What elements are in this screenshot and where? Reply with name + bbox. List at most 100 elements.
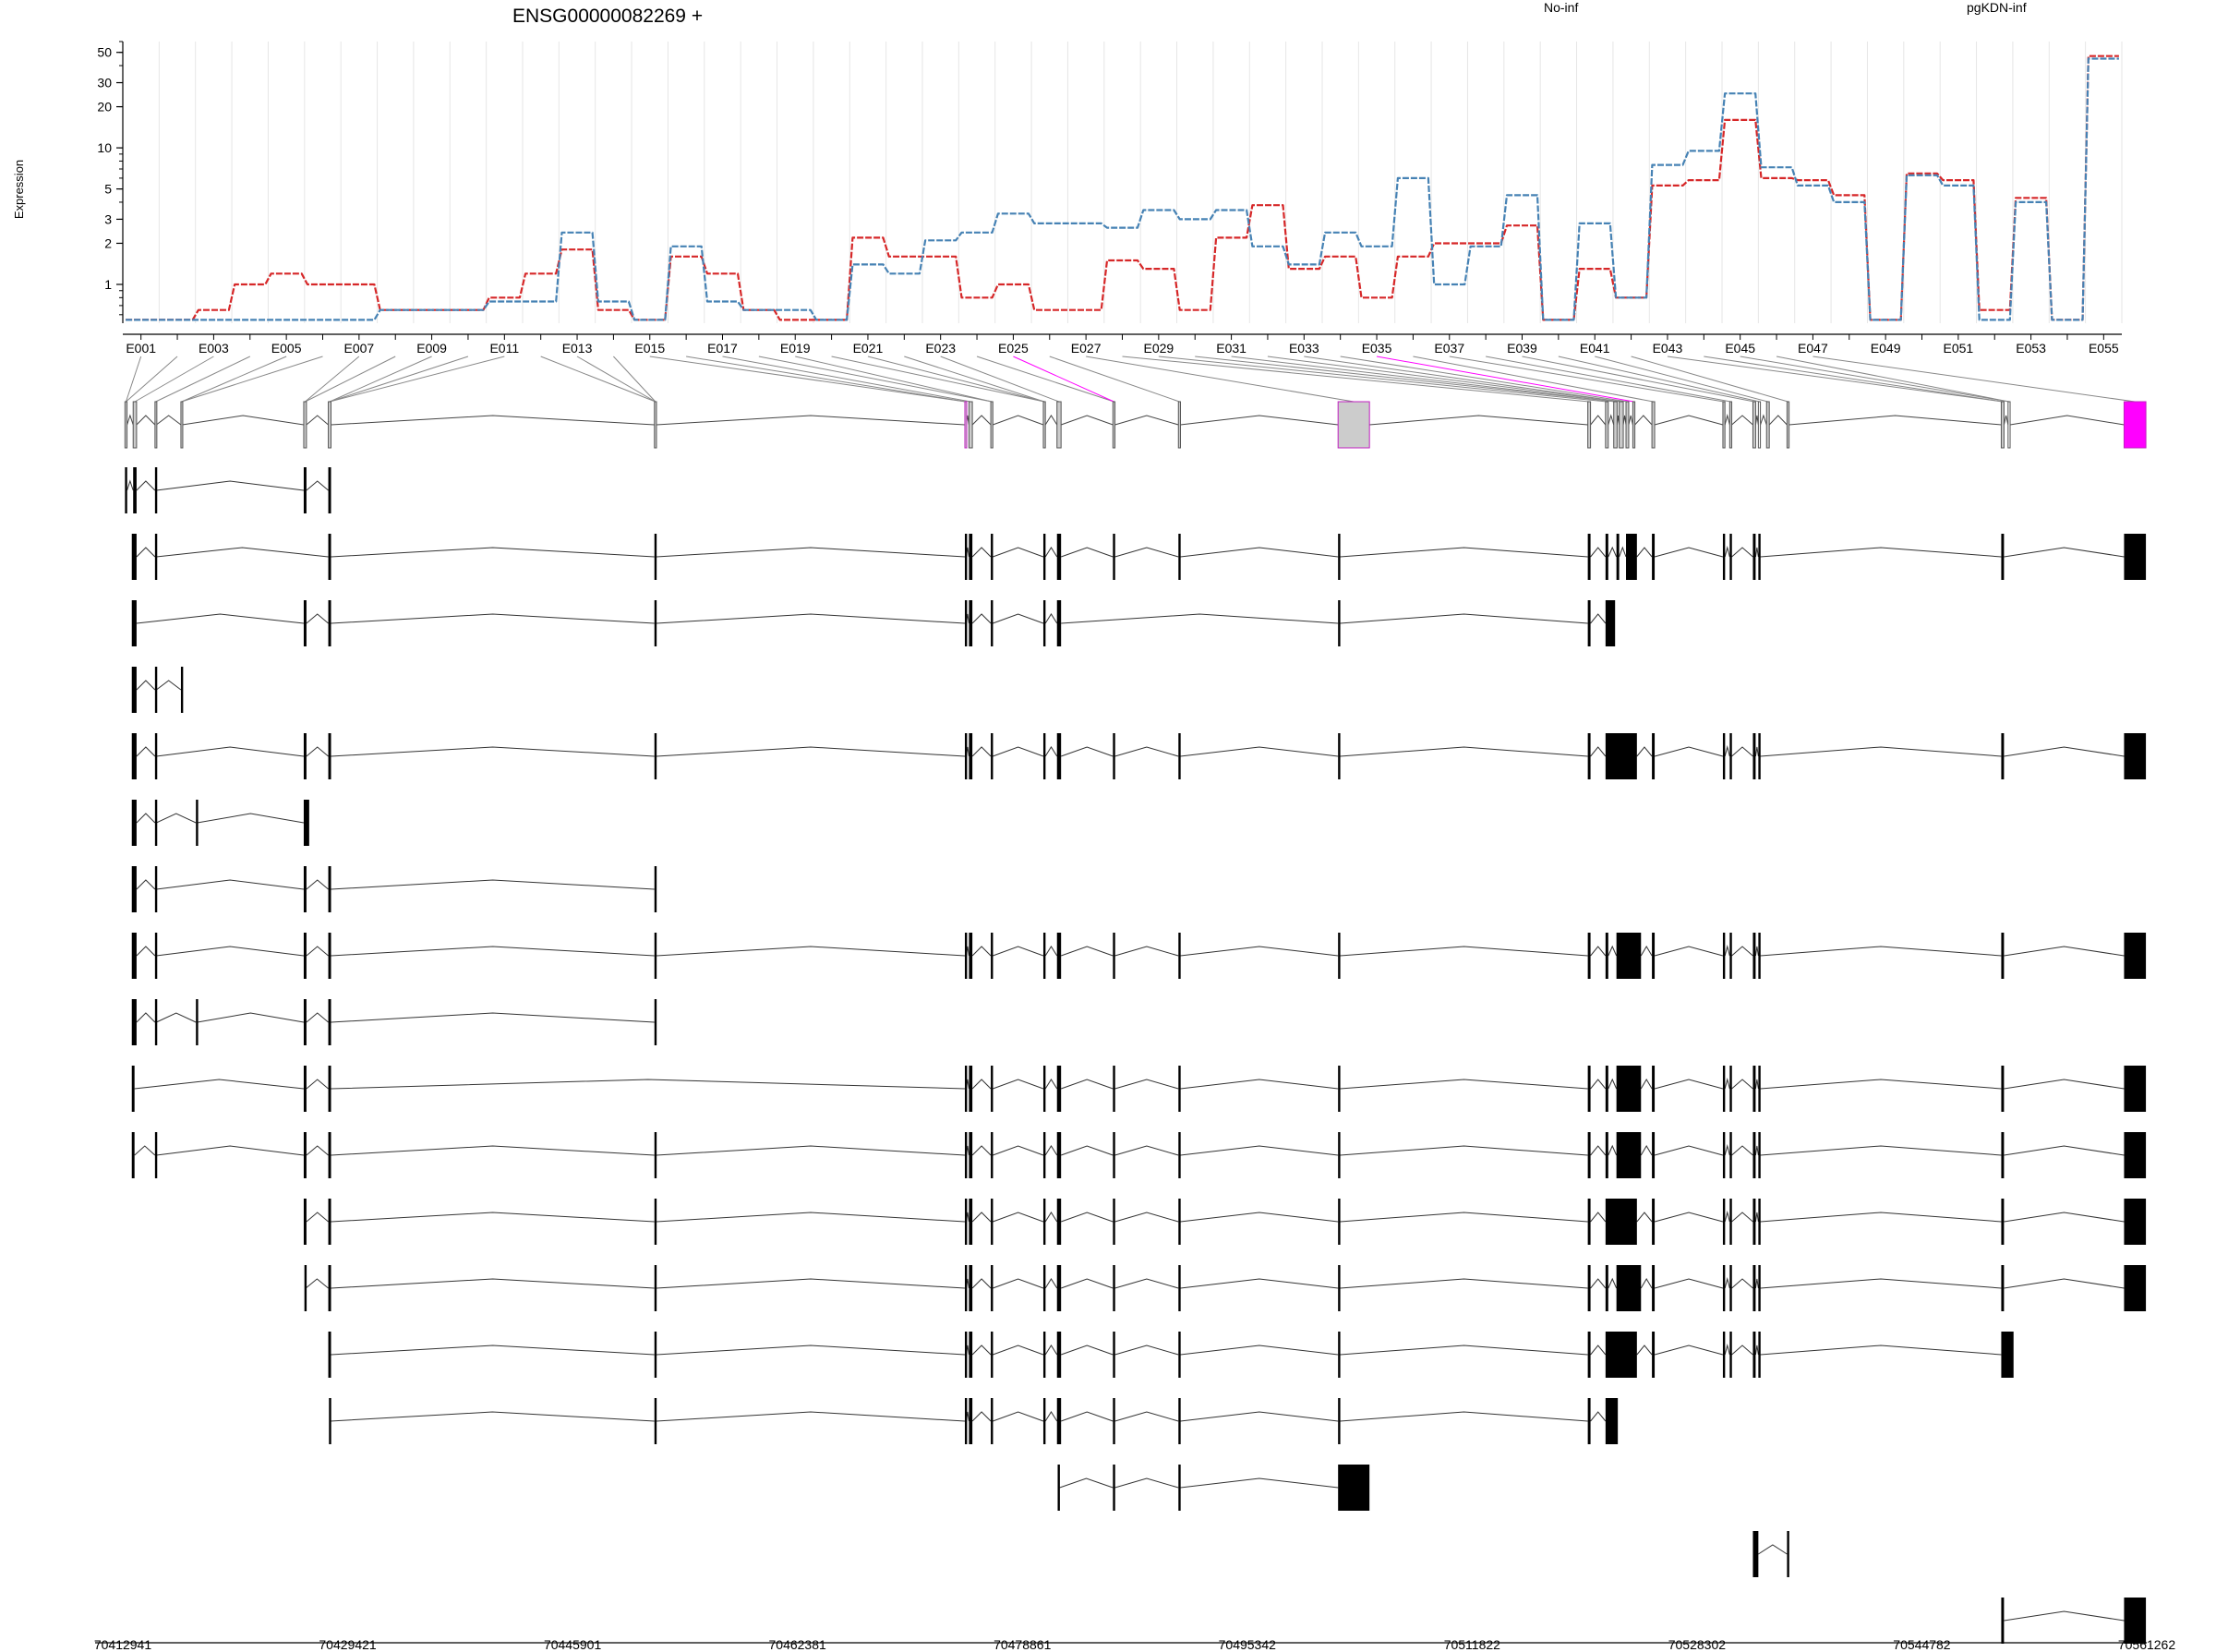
- transcript-exon: [131, 1066, 135, 1112]
- gene-model-intron: [993, 415, 1044, 426]
- x-tick-label: E045: [1725, 341, 1755, 356]
- transcript-intron: [1340, 1212, 1588, 1223]
- transcript-exon: [969, 1332, 973, 1378]
- transcript-exon: [1113, 1398, 1115, 1444]
- transcript-intron: [1340, 613, 1588, 624]
- transcript-exon: [2124, 933, 2147, 979]
- transcript-exon: [1758, 534, 1761, 580]
- transcript-exon: [1113, 1132, 1115, 1178]
- transcript-intron: [1061, 1278, 1114, 1289]
- transcript-intron: [1340, 1278, 1588, 1289]
- connector-line: [1449, 356, 1725, 403]
- transcript-intron: [1608, 945, 1618, 957]
- x-tick-label: E049: [1871, 341, 1901, 356]
- transcript-exon: [1758, 1265, 1761, 1311]
- gene-model-exon: [1722, 401, 1726, 449]
- transcript-intron: [331, 946, 655, 957]
- gene-model-exon: [1112, 401, 1116, 449]
- transcript-intron: [305, 1278, 329, 1289]
- transcript-intron: [1636, 1212, 1653, 1223]
- transcript-exon: [303, 1066, 307, 1112]
- transcript-intron: [1724, 1344, 1730, 1356]
- transcript-intron: [2004, 746, 2125, 757]
- gene-model-exon: [990, 401, 994, 449]
- transcript-intron: [136, 547, 156, 558]
- x-tick-label: E039: [1507, 341, 1537, 356]
- transcript-intron: [330, 1411, 655, 1422]
- gene-model-intron: [2003, 415, 2009, 426]
- transcript-track: [131, 999, 657, 1045]
- transcript-intron: [1340, 746, 1588, 757]
- transcript-intron: [156, 680, 182, 691]
- transcript-exon: [1042, 733, 1046, 779]
- connector-line: [329, 356, 469, 403]
- transcript-exon: [1729, 1265, 1732, 1311]
- transcript-intron: [156, 946, 305, 957]
- transcript-intron: [136, 746, 156, 757]
- connector-line: [1704, 356, 2003, 403]
- transcript-exon: [1178, 1132, 1181, 1178]
- gene-model-intron: [1369, 415, 1588, 426]
- gene-model-intron: [126, 414, 134, 426]
- connector-line: [540, 356, 656, 403]
- transcript-exon: [1587, 534, 1591, 580]
- connector-line: [1595, 356, 1768, 403]
- transcript-exon: [1752, 1332, 1756, 1378]
- gene-model-intron: [1628, 415, 1633, 426]
- transcript-exon: [1056, 534, 1062, 580]
- x-tick-label: E043: [1653, 341, 1683, 356]
- transcript-intron: [136, 813, 156, 824]
- transcript-intron: [306, 480, 329, 491]
- x-tick-label: E035: [1362, 341, 1392, 356]
- transcript-intron: [1590, 746, 1607, 757]
- transcript-exon: [303, 933, 307, 979]
- x-tick-label: E011: [489, 341, 519, 356]
- transcript-exon: [969, 1398, 973, 1444]
- gene-model-exon: [1619, 401, 1624, 449]
- transcript-exon: [1752, 1199, 1756, 1245]
- connector-line: [1049, 356, 1180, 403]
- transcript-exon: [654, 1132, 657, 1178]
- x-tick-label: E027: [1071, 341, 1102, 356]
- transcript-exon: [1587, 600, 1591, 646]
- transcript-exon: [1722, 1332, 1726, 1378]
- genome-tick-label: 70528302: [1668, 1637, 1727, 1652]
- transcript-intron: [1724, 1277, 1730, 1289]
- transcript-intron: [1731, 1212, 1753, 1223]
- transcript-exon: [1616, 1265, 1642, 1311]
- transcript-exon: [964, 933, 968, 979]
- gene-model-exon: [1632, 401, 1636, 449]
- gene-model-intron: [1608, 414, 1615, 426]
- connector-line: [940, 356, 1060, 403]
- gene-model-exon: [1337, 401, 1370, 449]
- connector-line: [329, 356, 505, 403]
- transcript-exon: [1626, 534, 1637, 580]
- transcript-exon: [328, 600, 331, 646]
- connector-line: [1413, 356, 1654, 403]
- transcript-exon: [1042, 1398, 1046, 1444]
- transcript-exon: [131, 933, 137, 979]
- gene-model-exon: [124, 401, 128, 449]
- transcript-exon: [1752, 933, 1756, 979]
- gene-model-intron: [1180, 415, 1339, 426]
- connector-line: [1776, 356, 2010, 403]
- y-tick-label: 5: [104, 182, 112, 197]
- transcript-intron: [156, 879, 305, 890]
- transcript-exon: [328, 1199, 331, 1245]
- transcript-intron: [136, 1012, 156, 1023]
- transcript-exon: [1729, 1132, 1732, 1178]
- transcript-exon: [1338, 534, 1341, 580]
- transcript-exon: [654, 866, 657, 912]
- transcript-exon: [1729, 1332, 1732, 1378]
- transcript-intron: [1180, 1212, 1339, 1223]
- transcript-intron: [331, 1345, 655, 1356]
- transcript-track: [1057, 1465, 1370, 1511]
- transcript-intron: [1590, 1212, 1607, 1223]
- gene-model-exon: [180, 401, 184, 449]
- transcript-exon: [1787, 1531, 1789, 1577]
- transcript-exon: [1042, 1066, 1046, 1112]
- transcript-exon: [1605, 1332, 1637, 1378]
- legend-entry-pgkdn-inf: pgKDN-inf: [1967, 0, 2027, 15]
- transcript-intron: [1654, 547, 1724, 558]
- transcript-exon: [969, 534, 973, 580]
